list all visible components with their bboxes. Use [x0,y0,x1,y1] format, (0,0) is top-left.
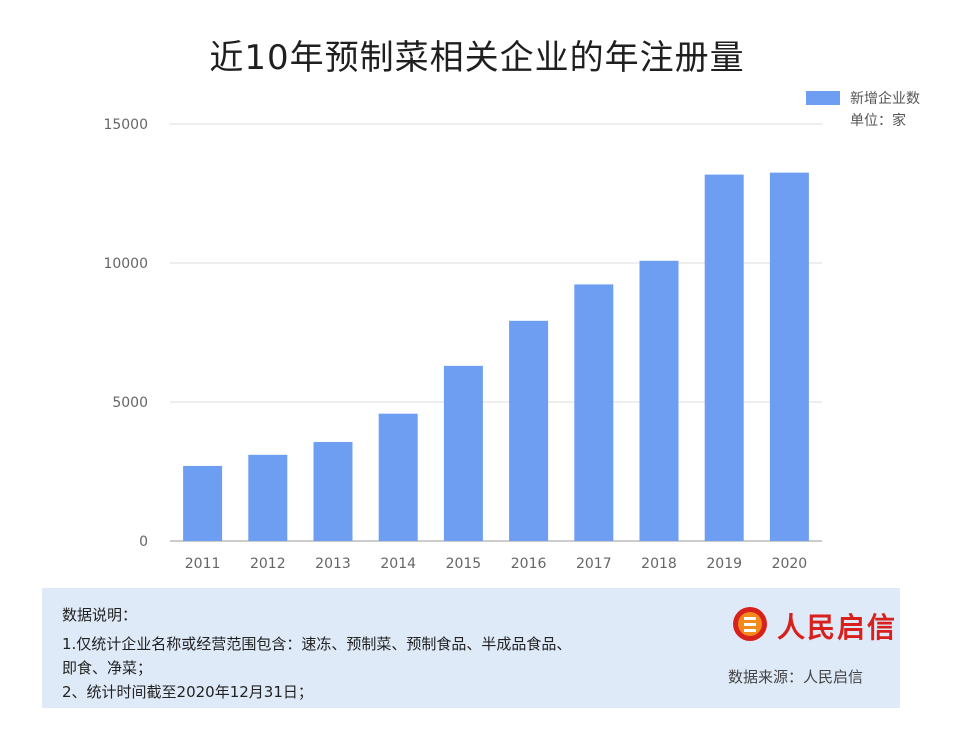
bar [769,172,809,541]
chart-title: 近10年预制菜相关企业的年注册量 [209,38,745,78]
notes-heading: 数据说明： [62,606,138,624]
bar [378,413,418,541]
bar [574,284,614,541]
x-tick-label: 2011 [185,556,221,572]
x-tick-label: 2016 [511,556,547,572]
x-tick-label: 2013 [315,556,351,572]
legend: 新增企业数 单位：家 [806,88,920,130]
legend-swatch [806,91,840,105]
bar [443,365,483,541]
bar [704,174,744,541]
notes-line: 即食、净菜； [62,659,153,677]
y-tick-label: 10000 [103,256,148,272]
bar [248,454,288,541]
y-tick-label: 0 [139,534,148,550]
x-tick-label: 2018 [641,556,677,572]
notes-panel: 数据说明： 1.仅统计企业名称或经营范围包含：速冻、预制菜、预制食品、半成品食品… [42,588,900,708]
y-tick-label: 15000 [103,117,148,133]
x-tick-label: 2012 [250,556,286,572]
x-tick-label: 2015 [446,556,482,572]
brand-logo-icon [733,607,767,641]
y-tick-label: 5000 [112,395,148,411]
unit-label: 单位：家 [850,113,906,129]
bar [313,442,353,541]
legend-label: 新增企业数 [850,91,920,107]
x-tick-label: 2019 [706,556,742,572]
notes-line: 1.仅统计企业名称或经营范围包含：速冻、预制菜、预制食品、半成品食品、 [62,635,572,653]
bar [509,320,549,541]
x-tick-label: 2017 [576,556,612,572]
bar [183,465,223,541]
brand-name: 人民启信 [777,611,898,644]
x-tick-label: 2014 [380,556,416,572]
bar-chart: 15000 10000 5000 0 2011 2012 2013 2014 2015 2016 2… [103,117,822,572]
bar [639,260,679,541]
legend-item: 新增企业数 [806,88,920,108]
x-tick-label: 2020 [772,556,808,572]
data-source: 数据来源：人民启信 [728,668,864,686]
notes-line: 2、统计时间截至2020年12月31日； [62,683,313,701]
notes-lines: 1.仅统计企业名称或经营范围包含：速冻、预制菜、预制食品、半成品食品、 即食、净… [62,632,702,704]
